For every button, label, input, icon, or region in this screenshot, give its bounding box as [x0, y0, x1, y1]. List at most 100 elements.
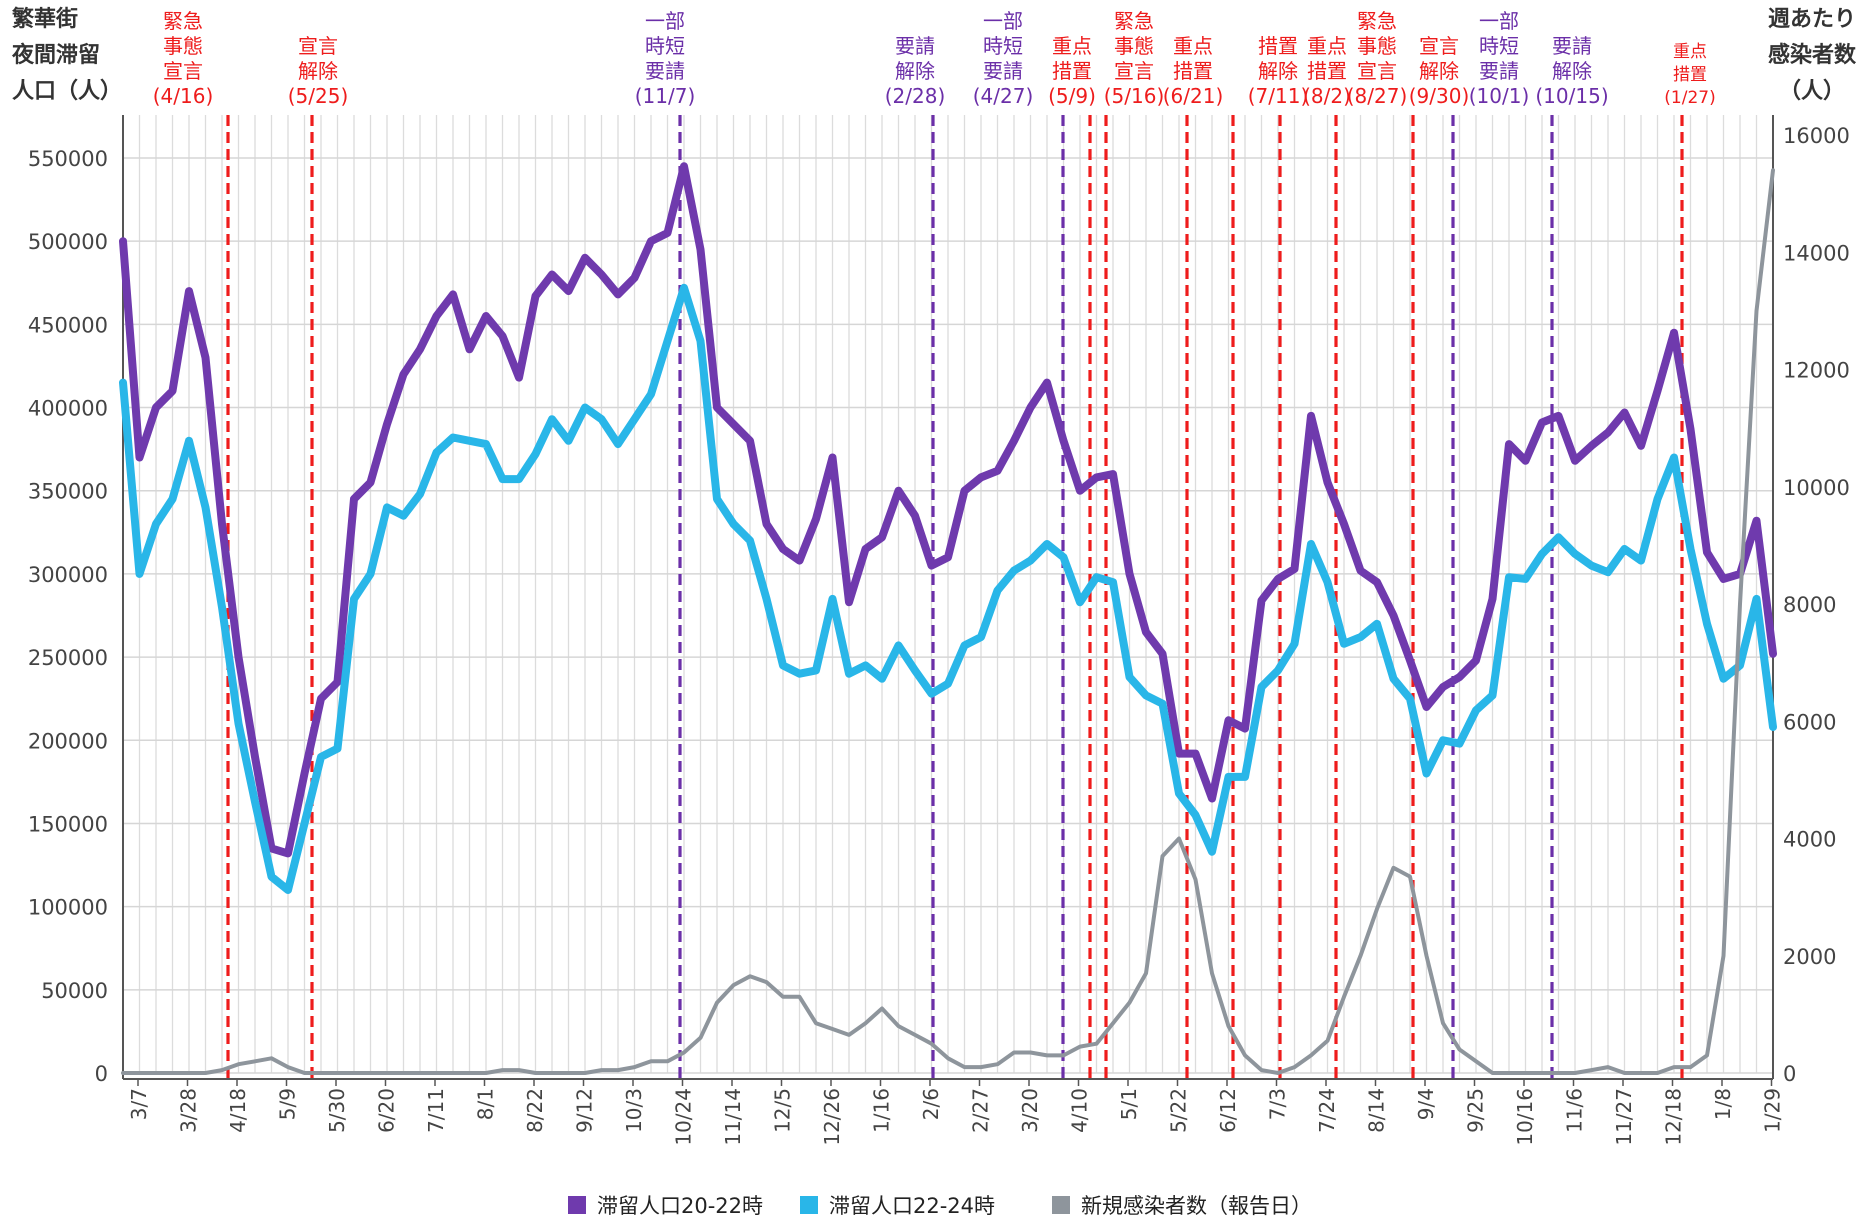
event-label: 宣言 [1357, 59, 1397, 83]
x-tick-label: 5/9 [276, 1088, 300, 1120]
series-lines [119, 162, 1777, 1075]
y-tick-label-right: 14000 [1783, 241, 1850, 265]
y-tick-label-left: 200000 [28, 729, 108, 753]
x-tick-label: 11/27 [1612, 1088, 1636, 1146]
y-tick-label-left: 0 [95, 1062, 108, 1086]
event-label: 一部 [1479, 9, 1519, 33]
event-label: 重点 [1673, 42, 1707, 62]
event-label: (11/7) [635, 84, 696, 108]
event-label: (2/28) [885, 84, 946, 108]
y-tick-label-right: 10000 [1783, 476, 1850, 500]
x-tick-label: 11/14 [721, 1088, 745, 1146]
series-line-1 [119, 162, 1777, 858]
x-tick-label: 3/20 [1018, 1088, 1042, 1133]
x-tick-label: 2/6 [919, 1088, 943, 1120]
x-tick-label: 7/11 [424, 1088, 448, 1133]
x-tick-label: 10/24 [672, 1088, 696, 1146]
x-tick-label: 8/14 [1365, 1088, 1389, 1133]
legend-label: 滞留人口20-22時 [597, 1194, 763, 1218]
event-label: (7/11) [1248, 84, 1309, 108]
y-tick-label-left: 300000 [28, 563, 108, 587]
event-label: 解除 [1419, 59, 1459, 83]
event-label: 一部 [645, 9, 685, 33]
event-label: 解除 [895, 59, 935, 83]
event-labels: 緊急事態宣言(4/16)宣言解除(5/25)一部時短要請(11/7)要請解除(2… [153, 9, 1716, 108]
event-label: 解除 [298, 59, 338, 83]
right-axis-title: 感染者数 [1768, 42, 1857, 68]
x-tick-label: 10/16 [1513, 1088, 1537, 1146]
tick-labels: 5500005000004500004000003500003000002500… [28, 124, 1850, 1146]
event-label: 宣言 [1114, 59, 1154, 83]
event-label: 緊急 [1114, 9, 1154, 33]
event-label: 重点 [1173, 34, 1213, 58]
x-tick-label: 7/3 [1266, 1088, 1290, 1120]
y-tick-label-left: 50000 [41, 979, 108, 1003]
event-label: (8/2) [1303, 84, 1351, 108]
event-label: 要請 [895, 34, 935, 58]
event-label: 一部 [983, 9, 1023, 33]
event-label: (1/27) [1664, 88, 1715, 108]
left-axis-title: 人口（人） [12, 79, 122, 104]
x-tick-label: 3/28 [177, 1088, 201, 1133]
right-axis-title: 週あたり [1768, 7, 1856, 32]
y-tick-label-right: 2000 [1783, 945, 1836, 969]
y-tick-label-left: 400000 [28, 397, 108, 421]
legend-label: 新規感染者数（報告日） [1081, 1194, 1312, 1218]
x-tick-label: 1/29 [1761, 1088, 1785, 1133]
x-tick-label: 10/3 [622, 1088, 646, 1133]
x-tick-label: 11/6 [1563, 1088, 1587, 1133]
event-lines [226, 115, 1684, 1079]
event-label: 事態 [1114, 34, 1154, 58]
event-label: (5/25) [288, 84, 349, 108]
event-label: (5/9) [1048, 84, 1096, 108]
event-label: 措置 [1673, 65, 1707, 85]
event-label: 時短 [645, 34, 685, 58]
event-label: 措置 [1052, 59, 1092, 83]
y-tick-label-left: 350000 [28, 480, 108, 504]
y-tick-label-left: 550000 [28, 147, 108, 171]
x-tick-label: 12/5 [771, 1088, 795, 1133]
x-tick-label: 3/7 [127, 1088, 151, 1120]
series-line-2 [119, 283, 1777, 894]
left-axis-title: 繁華街 [12, 6, 78, 32]
y-tick-label-left: 100000 [28, 896, 108, 920]
x-tick-label: 5/1 [1117, 1088, 1141, 1120]
x-tick-label: 8/1 [474, 1088, 498, 1120]
left-axis-title: 夜間滞留 [11, 42, 100, 68]
event-label: (8/27) [1347, 84, 1408, 108]
event-label: 措置 [1307, 59, 1347, 83]
x-tick-label: 6/12 [1216, 1088, 1240, 1133]
y-tick-label-right: 12000 [1783, 359, 1850, 383]
series-line-3 [121, 168, 1775, 1075]
grid [122, 115, 1774, 1074]
y-tick-label-right: 16000 [1783, 124, 1850, 148]
event-label: 要請 [645, 59, 685, 83]
event-label: (10/15) [1535, 84, 1608, 108]
y-tick-label-right: 8000 [1783, 593, 1836, 617]
event-label: 解除 [1552, 59, 1592, 83]
legend-label: 滞留人口22-24時 [829, 1194, 995, 1218]
x-tick-label: 6/20 [375, 1088, 399, 1133]
x-tick-label: 9/12 [573, 1088, 597, 1133]
event-label: 要請 [1479, 59, 1519, 83]
event-label: 時短 [1479, 34, 1519, 58]
event-label: (6/21) [1163, 84, 1224, 108]
y-tick-label-right: 0 [1783, 1062, 1796, 1086]
x-tick-label: 12/18 [1662, 1088, 1686, 1146]
event-label: 事態 [1357, 34, 1397, 58]
y-tick-label-left: 450000 [28, 313, 108, 337]
y-tick-label-right: 4000 [1783, 828, 1836, 852]
x-tick-label: 2/27 [969, 1088, 993, 1133]
x-tick-label: 8/22 [523, 1088, 547, 1133]
y-tick-label-left: 150000 [28, 812, 108, 836]
event-label: 要請 [1552, 34, 1592, 58]
event-label: (9/30) [1409, 84, 1470, 108]
event-label: 措置 [1258, 34, 1298, 58]
legend-swatch [568, 1196, 586, 1214]
right-axis-title: （人） [1779, 79, 1845, 104]
event-label: 宣言 [298, 34, 338, 58]
x-tick-label: 1/16 [870, 1088, 894, 1133]
event-label: 重点 [1307, 34, 1347, 58]
